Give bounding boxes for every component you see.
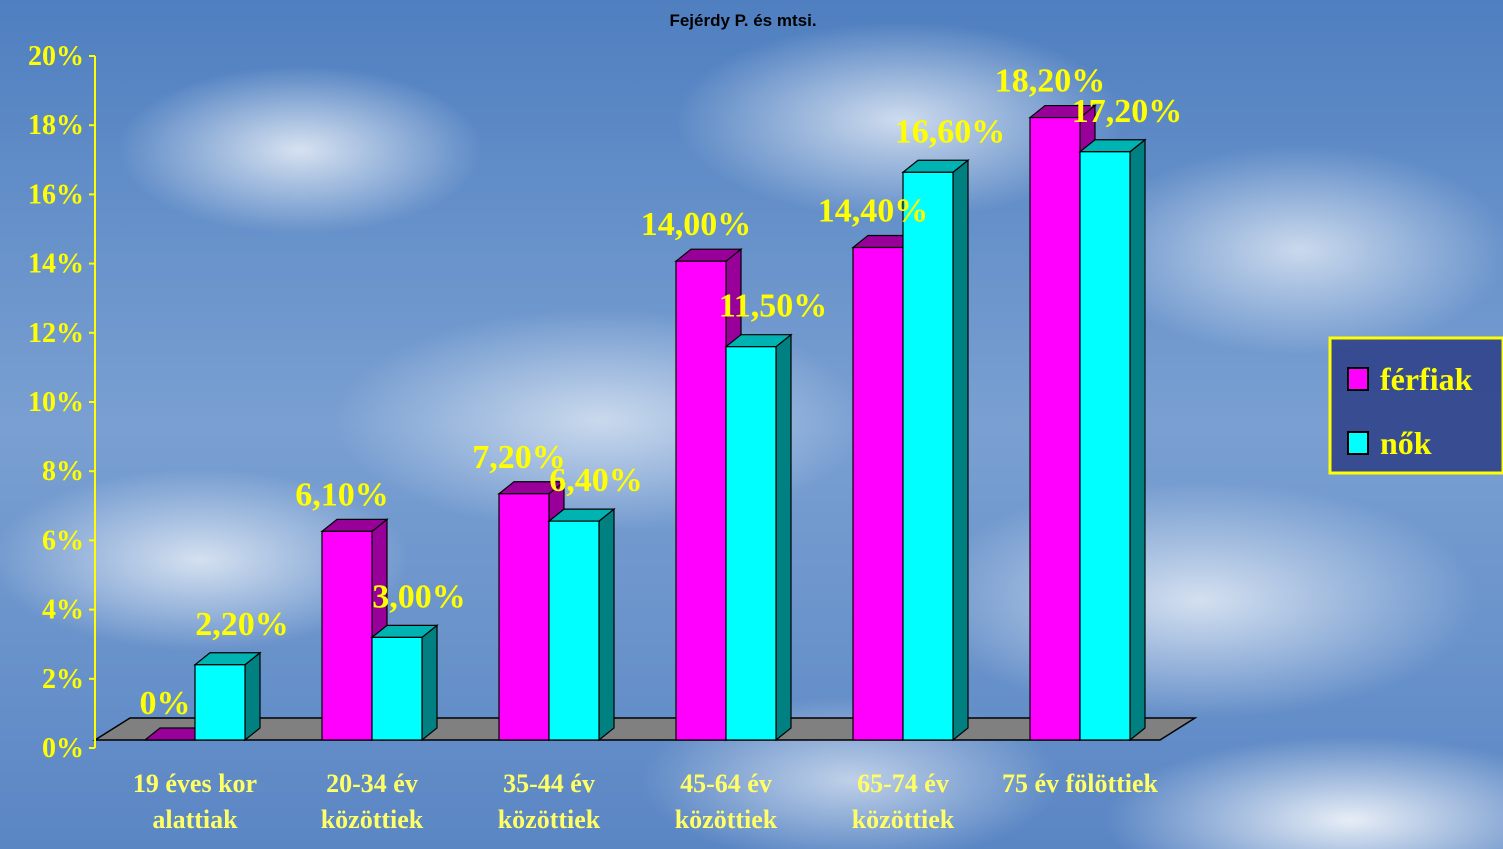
x-tick-label: 45-64 év közöttiek xyxy=(674,769,778,834)
x-tick-label: 65-74 év közöttiek xyxy=(851,769,955,834)
bar xyxy=(902,171,954,741)
data-label: 11,50% xyxy=(719,288,828,325)
y-tick-label: 6% xyxy=(42,525,84,556)
bar-side xyxy=(421,624,438,742)
legend-swatch xyxy=(1347,367,1369,391)
data-label: 6,10% xyxy=(295,476,389,513)
legend-label: férfiak xyxy=(1380,361,1473,397)
y-tick-label: 8% xyxy=(42,456,84,487)
bar xyxy=(498,493,550,741)
bar xyxy=(548,520,600,741)
data-label: 6,40% xyxy=(549,462,643,499)
data-label: 0% xyxy=(140,685,191,722)
x-tick-label: 19 éves kor alattiak xyxy=(132,769,258,834)
data-label: 18,20% xyxy=(995,63,1106,100)
bar xyxy=(725,346,777,741)
y-tick-label: 4% xyxy=(42,595,84,626)
data-label: 2,20% xyxy=(195,606,289,643)
y-tick-label: 18% xyxy=(28,110,84,141)
data-label: 17,20% xyxy=(1072,93,1183,130)
y-tick-label: 12% xyxy=(28,318,84,349)
bar xyxy=(1079,151,1131,741)
y-tick-label: 14% xyxy=(28,249,84,280)
bar xyxy=(194,664,246,741)
y-tick-label: 2% xyxy=(42,664,84,695)
bar xyxy=(675,260,727,741)
chart-title: Fejérdy P. és mtsi. xyxy=(669,11,816,30)
bar-side xyxy=(952,159,969,742)
bar-side xyxy=(1129,138,1146,742)
bar-side xyxy=(775,333,792,742)
data-label: 14,00% xyxy=(641,206,752,243)
bar-side xyxy=(598,507,615,742)
x-tick-label: 20-34 év közöttiek xyxy=(320,769,424,834)
bar xyxy=(852,246,904,741)
y-tick-label: 20% xyxy=(28,41,84,72)
y-tick-label: 16% xyxy=(28,179,84,210)
bar xyxy=(371,636,423,741)
bar-side xyxy=(244,651,261,742)
x-tick-label: 75 év fölöttiek xyxy=(1002,769,1158,798)
x-tick-label: 35-44 év közöttiek xyxy=(497,769,601,834)
legend-swatch xyxy=(1347,431,1369,455)
data-label: 16,60% xyxy=(895,113,1006,150)
data-label: 7,20% xyxy=(472,439,566,476)
y-tick-label: 10% xyxy=(28,387,84,418)
y-tick-label: 0% xyxy=(42,733,84,764)
legend-label: nők xyxy=(1380,425,1432,461)
bar xyxy=(1029,116,1081,741)
bar xyxy=(321,530,373,741)
data-label: 3,00% xyxy=(372,578,466,615)
data-label: 14,40% xyxy=(818,193,929,230)
